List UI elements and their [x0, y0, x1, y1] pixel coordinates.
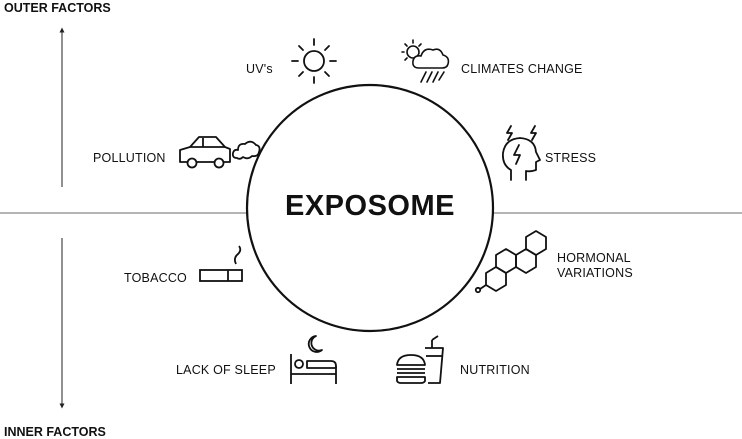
- inner-factors-label: INNER FACTORS: [4, 425, 106, 439]
- tobacco-label: TOBACCO: [124, 271, 187, 285]
- outer-factors-label: OUTER FACTORS: [4, 1, 111, 15]
- center-title: EXPOSOME: [285, 190, 455, 222]
- hormonal-label-line2: VARIATIONS: [557, 266, 633, 280]
- exposome-circle: [245, 83, 495, 333]
- uv-label: UV's: [246, 62, 273, 76]
- food-drink-icon: [396, 335, 444, 384]
- cigarette-icon: [199, 245, 243, 282]
- climate-label: CLIMATES CHANGE: [461, 62, 583, 76]
- head-stress-icon: [502, 125, 541, 181]
- car-icon: [179, 136, 261, 169]
- molecule-icon: [474, 230, 547, 294]
- weather-icon: [401, 39, 450, 83]
- sun-icon: [291, 38, 337, 84]
- hormonal-label-line1: HORMONAL: [557, 251, 631, 265]
- bed-moon-icon: [290, 335, 337, 384]
- sleep-label: LACK OF SLEEP: [176, 363, 276, 377]
- stress-label: STRESS: [545, 151, 597, 165]
- nutrition-label: NUTRITION: [460, 363, 530, 377]
- pollution-label: POLLUTION: [93, 151, 166, 165]
